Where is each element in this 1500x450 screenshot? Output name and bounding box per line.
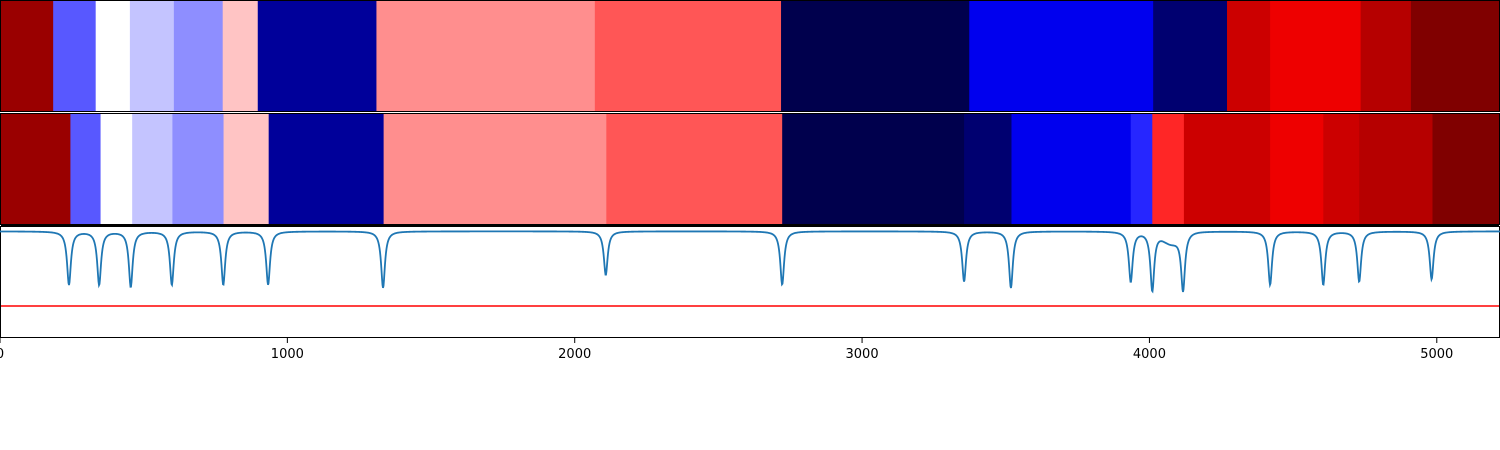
heatmap-cell: [95, 0, 131, 112]
x-tick-label: 3000: [846, 347, 879, 362]
heatmap-cell: [1359, 113, 1433, 225]
heatmap-cell: [606, 113, 783, 225]
heatmap-cell: [1011, 113, 1132, 225]
heatmap-cell: [1270, 113, 1324, 225]
heatmap-cell: [268, 113, 385, 225]
heatmap-cell: [782, 113, 965, 225]
signal-top-edge: [1, 225, 1499, 227]
signal-panel: [0, 225, 1500, 338]
heatmap-cell: [257, 0, 377, 112]
heatmap-cell: [1227, 0, 1271, 112]
x-tick-label: 5000: [1420, 347, 1453, 362]
x-tick-label: 1000: [271, 347, 304, 362]
heatmap-cell: [1323, 113, 1360, 225]
heatmap-cell: [969, 0, 1154, 112]
heatmap-cell: [222, 0, 259, 112]
x-tick-label: 0: [0, 347, 4, 362]
heatmap-cell: [0, 113, 71, 225]
heatmap-cell: [173, 0, 224, 112]
heatmap-cell: [964, 113, 1012, 225]
heatmap-cell: [781, 0, 970, 112]
heatmap-cell: [1410, 0, 1500, 112]
heatmap-cell: [1153, 0, 1228, 112]
heatmap-cell: [100, 113, 133, 225]
signal-line: [0, 230, 1500, 294]
heatmap-cell: [223, 113, 270, 225]
heatmap: [0, 0, 1500, 225]
x-tick-label: 4000: [1133, 347, 1166, 362]
heatmap-cell: [172, 113, 225, 225]
heatmap-cell: [0, 0, 54, 112]
heatmap-cell: [1432, 113, 1500, 225]
signal-frame: [0, 226, 1500, 338]
heatmap-cell: [1183, 113, 1271, 225]
heatmap-cell: [70, 113, 102, 225]
heatmap-cell: [383, 113, 607, 225]
heatmap-cell: [129, 0, 175, 112]
heatmap-cell: [376, 0, 596, 112]
heatmap-cell: [53, 0, 97, 112]
heatmap-cell: [1152, 113, 1185, 225]
x-axis: 0 1000 2000 3000 4000 5000: [0, 338, 1453, 362]
x-tick-label: 2000: [558, 347, 591, 362]
heatmap-cell: [1130, 113, 1153, 225]
heatmap-cell: [1360, 0, 1412, 112]
heatmap-cell: [594, 0, 782, 112]
heatmap-cell: [132, 113, 173, 225]
heatmap-cell: [1270, 0, 1362, 112]
